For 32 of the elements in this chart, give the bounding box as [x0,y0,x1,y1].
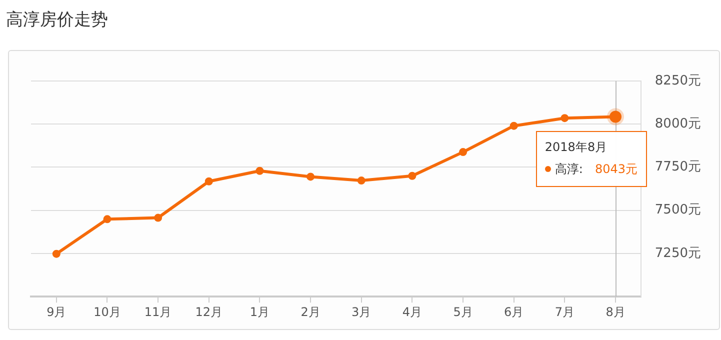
x-tick-label: 1月 [250,304,270,319]
chart-title: 高淳房价走势 [6,9,108,31]
point [510,122,518,130]
y-tick-label: 7250元 [654,246,702,261]
x-tick-label: 8月 [606,304,626,319]
point [52,250,60,258]
point [560,114,569,122]
legend-label: 高淳: [554,162,583,176]
y-tick-label: 8250元 [654,73,702,88]
x-tick-label: 12月 [195,304,223,319]
x-tick-label: 7月 [554,304,574,319]
annotation: 8043元 [594,162,638,176]
point [459,148,468,156]
point [306,172,315,181]
point [154,214,162,222]
x-tick-label: 2月 [300,304,320,319]
y-tick-label: 7750元 [654,160,702,175]
point [357,176,366,185]
x-tick-label: 4月 [402,304,422,319]
point [256,166,264,175]
x-tick-label: 3月 [352,304,372,319]
x-tick-label: 11月 [144,304,172,319]
point [204,177,213,186]
x-tick-label: 5月 [453,304,473,319]
y-tick-label: 8000元 [654,116,702,132]
y-tick-label: 7500元 [654,202,702,218]
point [103,215,112,224]
x-tick-label: 6月 [504,304,524,319]
x-tick-label: 10月 [94,304,121,319]
x-tick-label: 9月 [46,304,66,319]
point [408,172,416,180]
annotation: 2018年8月 [544,138,608,156]
